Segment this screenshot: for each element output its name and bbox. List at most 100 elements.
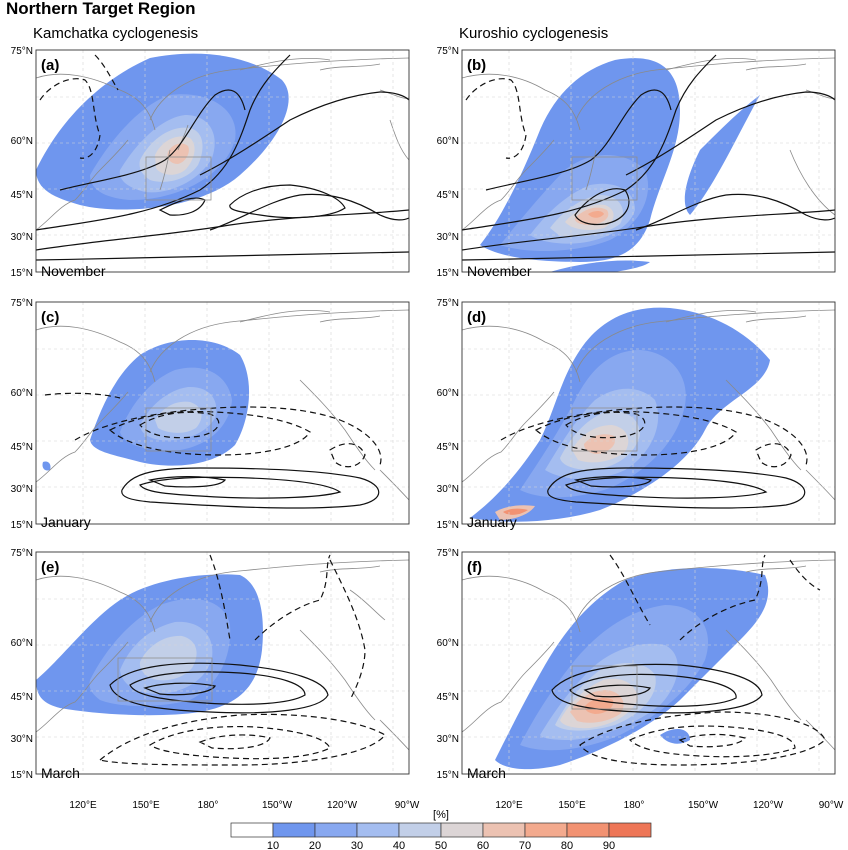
panel-letter-f: (f): [467, 559, 482, 576]
gridlines: [462, 302, 835, 524]
lat-label: 30°N: [437, 484, 459, 495]
gridlines: [36, 552, 409, 774]
gridlines: [36, 302, 409, 524]
lon-label: 180°: [198, 800, 219, 811]
target-box: [145, 407, 212, 452]
lon-axis-right: 120°E 150°E 180° 150°W 120°W 90°W: [495, 800, 844, 811]
panel-f: (f) March: [461, 551, 836, 781]
lat-label: 75°N: [437, 298, 459, 309]
lat-label: 45°N: [437, 190, 459, 201]
lon-label: 120°W: [327, 800, 358, 811]
lat-label: 45°N: [437, 442, 459, 453]
lat-label: 45°N: [11, 692, 33, 703]
lat-label: 75°N: [437, 46, 459, 57]
lon-label: 150°W: [688, 800, 719, 811]
land-outline: [462, 559, 835, 751]
colorbar-unit: [%]: [433, 809, 449, 821]
colorbar-tick-label: 90: [603, 840, 615, 850]
lon-label: 120°W: [753, 800, 784, 811]
panel-a: (a) November: [35, 49, 410, 279]
panel-letter-c: (c): [41, 309, 59, 326]
contour-dashed: [500, 406, 808, 468]
lat-label: 15°N: [437, 770, 459, 781]
target-box: [571, 665, 638, 710]
panel-c: (c) January: [35, 301, 410, 530]
lat-label: 60°N: [437, 136, 459, 147]
colorbar: [%] 10 20 30 40 50 60 70 80 90: [230, 809, 652, 850]
month-label-f: March: [467, 765, 506, 781]
lat-axis-right: 75°N 60°N 45°N 30°N 15°N 75°N 60°N 45°N …: [437, 46, 459, 781]
figure-title: Northern Target Region: [6, 0, 196, 18]
land-outline: [36, 309, 409, 501]
colorbar-swatch: [272, 822, 316, 838]
land-outline: [36, 57, 409, 231]
panel-b: (b) November: [461, 49, 836, 279]
gridlines: [462, 50, 835, 272]
lat-label: 60°N: [11, 388, 33, 399]
month-label-e: March: [41, 765, 80, 781]
panel-d: (d) January: [461, 301, 836, 530]
lat-label: 30°N: [437, 734, 459, 745]
target-box: [571, 407, 638, 452]
contour-solid: [36, 54, 409, 261]
panel-e: (e) March: [35, 551, 410, 781]
lat-label: 75°N: [437, 548, 459, 559]
month-label-b: November: [467, 263, 532, 279]
contour-dashed: [98, 554, 386, 766]
colorbar-tick-label: 30: [351, 840, 363, 850]
lat-label: 15°N: [11, 770, 33, 781]
lat-label: 60°N: [11, 136, 33, 147]
lat-label: 75°N: [11, 548, 33, 559]
colorbar-swatch: [566, 822, 610, 838]
land-outline: [462, 309, 835, 501]
panel-letter-d: (d): [467, 309, 486, 326]
panel-letter-b: (b): [467, 57, 486, 74]
lat-label: 75°N: [11, 46, 33, 57]
lat-label: 30°N: [437, 232, 459, 243]
colorbar-swatch: [356, 822, 400, 838]
contour-dashed: [39, 54, 119, 159]
lon-label: 90°W: [819, 800, 844, 811]
lat-label: 30°N: [11, 734, 33, 745]
lat-label: 60°N: [11, 638, 33, 649]
colorbar-swatch: [524, 822, 568, 838]
lat-label: 75°N: [11, 298, 33, 309]
contour-solid: [462, 54, 835, 261]
probability-fill: [42, 340, 250, 471]
lat-label: 30°N: [11, 484, 33, 495]
lon-label: 90°W: [395, 800, 420, 811]
colorbar-tick-label: 20: [309, 840, 321, 850]
lon-label: 150°E: [132, 800, 160, 811]
probability-fill: [470, 307, 770, 522]
colorbar-labels: 10 20 30 40 50 60 70 80 90: [267, 840, 615, 850]
target-box: [571, 156, 638, 201]
contour-dashed: [579, 554, 826, 766]
contour-solid: [547, 467, 806, 509]
month-label-a: November: [41, 263, 106, 279]
colorbar-tick-label: 50: [435, 840, 447, 850]
colorbar-swatch: [440, 822, 484, 838]
lon-label: 180°: [624, 800, 645, 811]
lat-label: 15°N: [11, 520, 33, 531]
colorbar-swatch: [230, 822, 274, 838]
contour-solid: [121, 467, 380, 509]
colorbar-tick-label: 80: [561, 840, 573, 850]
lat-label: 60°N: [437, 638, 459, 649]
lat-label: 15°N: [437, 268, 459, 279]
colorbar-swatch: [608, 822, 652, 838]
lon-label: 150°E: [558, 800, 586, 811]
lon-label: 120°E: [495, 800, 523, 811]
lat-label: 45°N: [11, 190, 33, 201]
land-outline: [36, 559, 409, 751]
panel-letter-a: (a): [41, 57, 59, 74]
lat-axis-left: 75°N 60°N 45°N 30°N 15°N 75°N 60°N 45°N …: [11, 46, 33, 781]
target-box: [117, 657, 213, 702]
lat-label: 30°N: [11, 232, 33, 243]
month-label-c: January: [41, 514, 91, 530]
lat-label: 45°N: [11, 442, 33, 453]
column-title-kamchatka: Kamchatka cyclogenesis: [33, 25, 198, 42]
lon-label: 150°W: [262, 800, 293, 811]
colorbar-swatch: [398, 822, 442, 838]
gridlines: [36, 50, 409, 272]
